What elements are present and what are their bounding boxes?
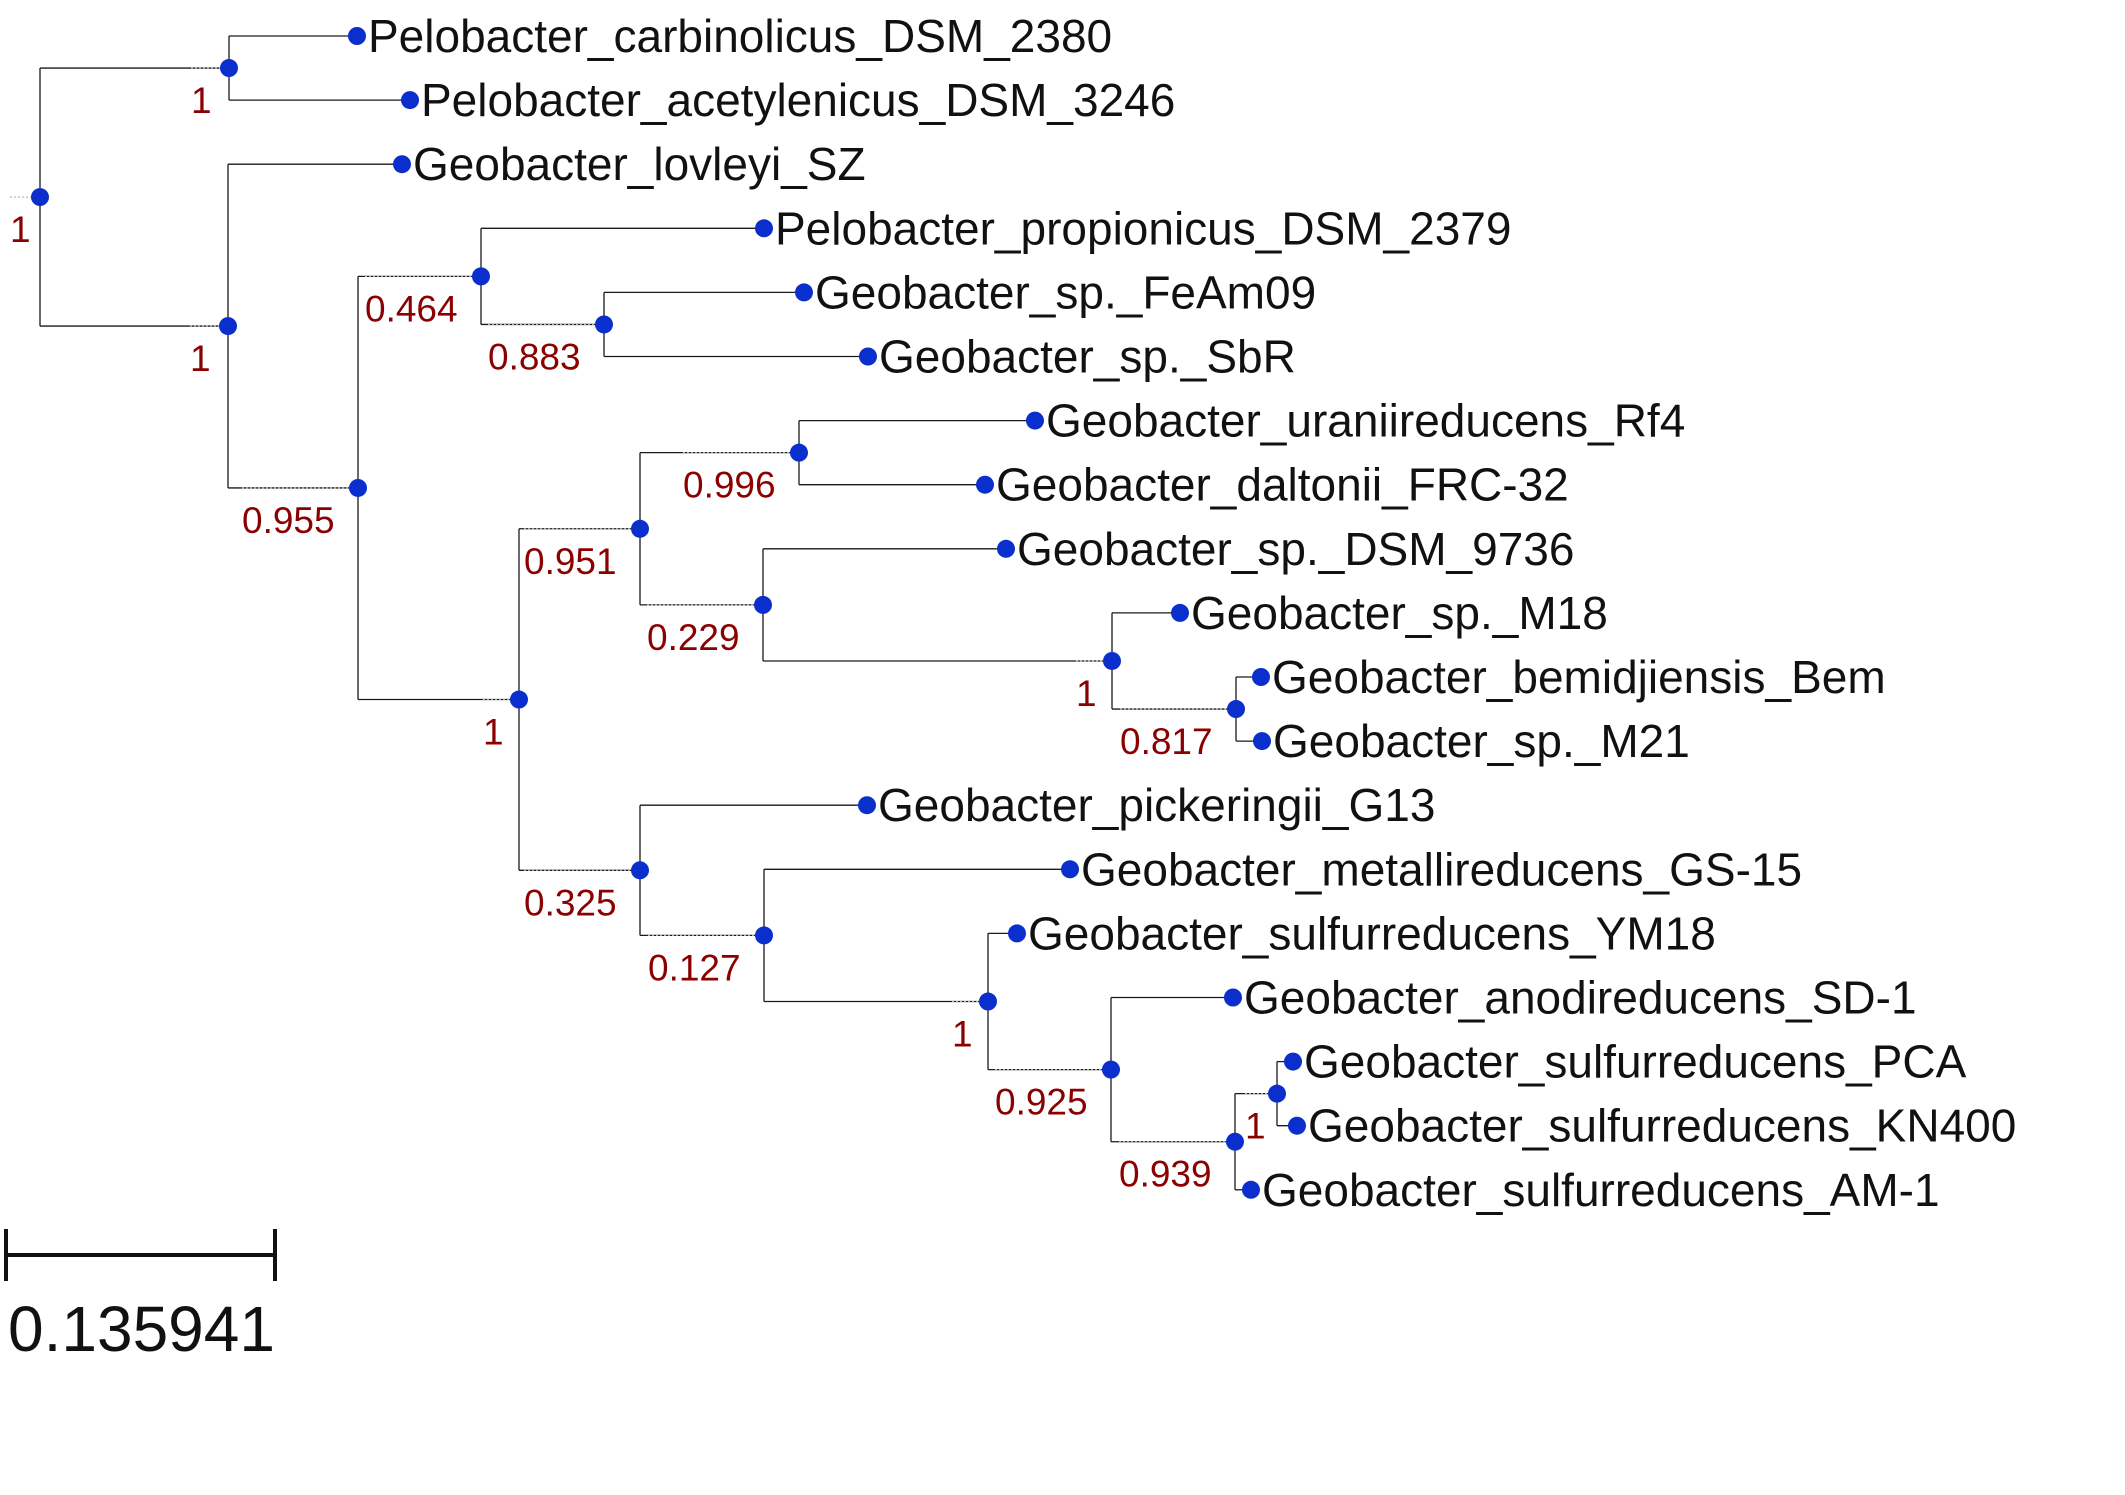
leaf-node-dot	[1253, 732, 1271, 751]
internal-node-dot	[1226, 1132, 1244, 1151]
internal-node-dot	[979, 992, 997, 1011]
support-value: 1	[1245, 1106, 1266, 1147]
internal-node-dot	[1227, 700, 1245, 719]
leaf-node-dot	[976, 475, 994, 494]
support-value: 0.996	[683, 465, 776, 506]
leaf-label: Geobacter_lovleyi_SZ	[413, 138, 866, 190]
leaf-label: Geobacter_uraniireducens_Rf4	[1046, 395, 1685, 447]
internal-node-dot	[631, 861, 649, 880]
leaf-label: Pelobacter_propionicus_DSM_2379	[775, 202, 1511, 254]
internal-node-dot	[349, 478, 367, 497]
support-value: 1	[1076, 673, 1097, 714]
internal-node-dot	[631, 519, 649, 538]
leaf-label: Geobacter_sp._SbR	[879, 331, 1296, 383]
leaf-node-dot	[1242, 1180, 1260, 1199]
leaf-label: Geobacter_sulfurreducens_AM-1	[1262, 1164, 1940, 1216]
tree-labels: Pelobacter_carbinolicus_DSM_2380 Pelobact…	[10, 10, 2016, 1216]
leaf-node-dot	[1171, 603, 1189, 622]
support-value: 0.229	[647, 617, 740, 658]
leaf-label: Geobacter_sulfurreducens_KN400	[1308, 1100, 2016, 1152]
leaf-label: Geobacter_sulfurreducens_PCA	[1304, 1036, 1967, 1088]
support-value: 1	[190, 338, 211, 379]
leaf-label: Geobacter_pickeringii_G13	[878, 779, 1435, 831]
support-value: 0.951	[524, 541, 617, 582]
leaf-node-dot	[1288, 1116, 1306, 1135]
leaf-node-dot	[1284, 1052, 1302, 1071]
scale-bar-label: 0.135941	[8, 1293, 275, 1365]
leaf-label: Pelobacter_acetylenicus_DSM_3246	[421, 74, 1175, 126]
leaf-node-dot	[1224, 988, 1242, 1007]
leaf-label: Geobacter_anodireducens_SD-1	[1244, 972, 1917, 1024]
support-value: 0.817	[1120, 721, 1213, 762]
leaf-label: Geobacter_sulfurreducens_YM18	[1028, 907, 1716, 959]
leaf-label: Geobacter_bemidjiensis_Bem	[1272, 651, 1886, 703]
support-value: 1	[952, 1014, 973, 1055]
internal-node-dot	[472, 267, 490, 286]
leaf-node-dot	[858, 796, 876, 815]
leaf-node-dot	[348, 27, 366, 45]
leaf-label: Pelobacter_carbinolicus_DSM_2380	[368, 10, 1112, 62]
leaf-node-dot	[401, 91, 419, 110]
support-value: 1	[10, 209, 31, 250]
support-value: 0.127	[648, 947, 741, 988]
internal-node-dot	[790, 443, 808, 462]
internal-node-dot	[219, 317, 237, 336]
support-value: 1	[191, 80, 212, 121]
leaf-node-dot	[1061, 860, 1079, 879]
internal-node-dot	[1103, 651, 1121, 670]
internal-node-dot	[754, 595, 772, 614]
internal-node-dot	[510, 690, 528, 709]
support-value: 0.939	[1119, 1154, 1212, 1195]
tree-nodes	[31, 27, 1306, 1199]
support-value: 0.955	[242, 500, 335, 541]
internal-node-dot	[595, 315, 613, 334]
leaf-label: Geobacter_daltonii_FRC-32	[996, 459, 1569, 511]
support-value: 0.325	[524, 882, 617, 923]
support-value: 0.464	[365, 288, 458, 329]
support-value: 0.883	[488, 336, 581, 377]
internal-node-dot	[1102, 1060, 1120, 1079]
leaf-node-dot	[755, 219, 773, 238]
scale-bar: 0.135941	[4, 1229, 277, 1365]
leaf-node-dot	[1026, 411, 1044, 430]
leaf-label: Geobacter_metallireducens_GS-15	[1081, 843, 1802, 895]
internal-node-dot	[220, 59, 238, 78]
leaf-node-dot	[859, 347, 877, 366]
leaf-label: Geobacter_sp._M18	[1191, 587, 1608, 639]
leaf-node-dot	[795, 283, 813, 302]
internal-node-dot	[31, 188, 49, 207]
support-value: 0.925	[995, 1082, 1088, 1123]
support-value: 1	[483, 712, 504, 753]
leaf-node-dot	[393, 155, 411, 174]
internal-node-dot	[1268, 1084, 1286, 1103]
leaf-label: Geobacter_sp._FeAm09	[815, 266, 1316, 318]
tree-guides	[10, 67, 1277, 1143]
leaf-node-dot	[1252, 668, 1270, 686]
leaf-node-dot	[1008, 924, 1026, 943]
leaf-label: Geobacter_sp._M21	[1273, 715, 1690, 767]
internal-node-dot	[755, 926, 773, 945]
leaf-label: Geobacter_sp._DSM_9736	[1017, 523, 1574, 575]
leaf-node-dot	[997, 539, 1015, 558]
